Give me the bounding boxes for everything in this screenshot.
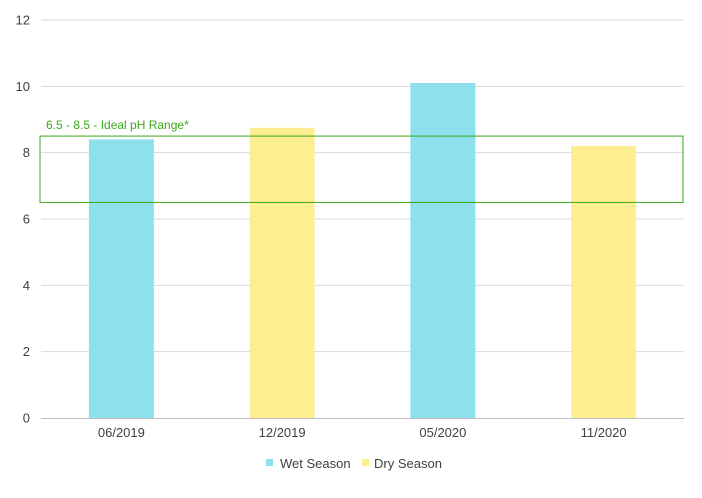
bar-06-2019: [88, 139, 154, 418]
x-category-label: 05/2020: [419, 425, 466, 440]
legend-swatch: [266, 459, 273, 466]
y-tick-label: 10: [16, 79, 30, 94]
legend: Wet Season Dry Season: [266, 456, 442, 471]
y-tick-label: 8: [23, 145, 30, 160]
x-category-label: 06/2019: [98, 425, 145, 440]
bar-05-2020: [410, 83, 476, 419]
legend-swatch: [362, 459, 369, 466]
legend-label: Wet Season: [280, 456, 351, 471]
ideal-range-label: 6.5 - 8.5 - Ideal pH Range*: [46, 118, 189, 132]
ideal-range-annotation: 6.5 - 8.5 - Ideal pH Range*: [39, 118, 684, 203]
x-axis-categories: 06/2019 12/2019 05/2020 11/2020: [98, 425, 627, 440]
ideal-range-box: [39, 135, 684, 203]
y-axis-ticks: 0 2 4 6 8 10 12: [16, 13, 30, 426]
x-category-label: 12/2019: [259, 425, 306, 440]
y-tick-label: 12: [16, 13, 30, 28]
bar-11-2020: [571, 146, 637, 419]
y-tick-label: 2: [23, 344, 30, 359]
x-category-label: 11/2020: [581, 425, 627, 440]
legend-label: Dry Season: [374, 456, 442, 471]
bar-12-2019: [249, 127, 315, 419]
y-tick-label: 0: [23, 411, 30, 426]
bars: [88, 83, 637, 419]
y-tick-label: 4: [23, 278, 30, 293]
y-tick-label: 6: [23, 212, 30, 227]
